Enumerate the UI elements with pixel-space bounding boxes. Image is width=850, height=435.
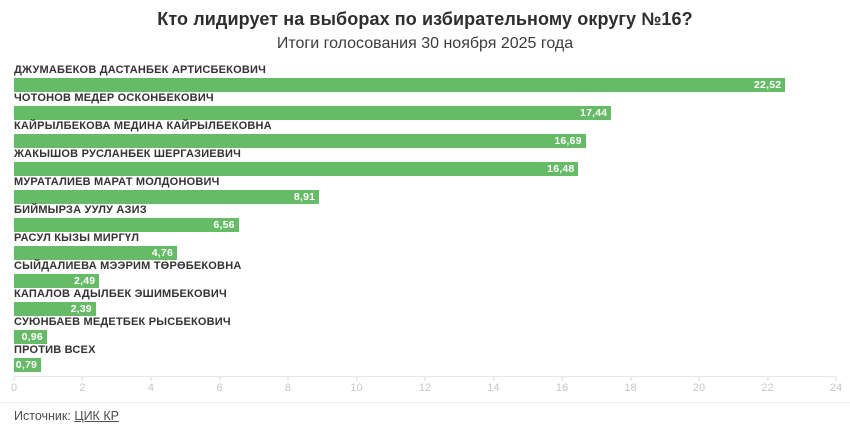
axis-tick-mark — [13, 377, 15, 381]
bar-track: 22,52 — [14, 78, 836, 92]
source-link[interactable]: ЦИК КР — [74, 409, 119, 423]
footer-divider — [0, 402, 850, 403]
result-bar: 0,96 — [14, 330, 47, 344]
axis-tick-mark — [767, 377, 768, 381]
bar-row: СЫЙДАЛИЕВА МЭЭРИМ ТӨРӨБЕКОВНА 2,49 — [14, 260, 836, 288]
bar-track: 2,49 — [14, 274, 836, 288]
bar-track: 16,69 — [14, 134, 836, 148]
bar-row: ДЖУМАБЕКОВ ДАСТАНБЕК АРТИСБЕКОВИЧ 22,52 — [14, 64, 836, 92]
bar-row: КАПАЛОВ АДЫЛБЕК ЭШИМБЕКОВИЧ 2,39 — [14, 288, 836, 316]
bar-value-label: 16,69 — [554, 135, 582, 147]
candidate-name-label: СУЮНБАЕВ МЕДЕТБЕК РЫСБЕКОВИЧ — [14, 316, 231, 328]
result-bar: 2,39 — [14, 302, 96, 316]
result-bar: 4,76 — [14, 246, 178, 260]
bar-row: МУРАТАЛИЕВ МАРАТ МОЛДОНОВИЧ 8,91 — [14, 176, 836, 204]
axis-tick-mark — [150, 377, 152, 381]
axis-tick-mark — [698, 377, 700, 381]
candidate-name-label: БИЙМЫРЗА УУЛУ АЗИЗ — [14, 204, 147, 216]
axis-tick-label: 6 — [216, 382, 223, 394]
candidate-name-label: КАЙРЫЛБЕКОВА МЕДИНА КАЙРЫЛБЕКОВНА — [14, 120, 272, 132]
bar-value-label: 2,49 — [74, 275, 96, 287]
bar-track: 0,96 — [14, 330, 836, 344]
result-bar: 8,91 — [14, 190, 320, 204]
candidate-name-label: ПРОТИВ ВСЕХ — [14, 344, 96, 356]
axis-tick-label: 2 — [79, 382, 86, 394]
bar-row: ЧОТОНОВ МЕДЕР ОСКОНБЕКОВИЧ 17,44 — [14, 92, 836, 120]
bar-track: 16,48 — [14, 162, 836, 176]
candidate-name-label: ЧОТОНОВ МЕДЕР ОСКОНБЕКОВИЧ — [14, 92, 214, 104]
candidate-name-label: СЫЙДАЛИЕВА МЭЭРИМ ТӨРӨБЕКОВНА — [14, 260, 242, 272]
bar-row: ЖАКЫШОВ РУСЛАНБЕК ШЕРГАЗИЕВИЧ 16,48 — [14, 148, 836, 176]
axis-tick-mark — [81, 377, 83, 381]
candidate-name-label: МУРАТАЛИЕВ МАРАТ МОЛДОНОВИЧ — [14, 176, 220, 188]
bar-row: БИЙМЫРЗА УУЛУ АЗИЗ 6,56 — [14, 204, 836, 232]
bar-track: 6,56 — [14, 218, 836, 232]
axis-tick-label: 8 — [284, 382, 292, 394]
chart-header: Кто лидирует на выборах по избирательном… — [14, 0, 836, 53]
bar-value-label: 16,48 — [547, 163, 575, 175]
axis-tick-label: 18 — [624, 382, 637, 394]
bar-row: КАЙРЫЛБЕКОВА МЕДИНА КАЙРЫЛБЕКОВНА 16,69 — [14, 120, 836, 148]
axis-tick-label: 12 — [418, 382, 432, 394]
bar-track: 2,39 — [14, 302, 836, 316]
chart-footer: Источник: ЦИК КР — [14, 403, 836, 423]
bar-track: 4,76 — [14, 246, 836, 260]
result-bar: 2,49 — [14, 274, 100, 288]
axis-tick-mark — [219, 377, 220, 381]
axis-tick-mark — [493, 377, 494, 381]
candidate-name-label: РАСУЛ КЫЗЫ МИРГҮЛ — [14, 232, 140, 244]
bar-value-label: 8,91 — [293, 191, 316, 203]
axis-tick-label: 10 — [350, 382, 363, 394]
result-bar: 16,48 — [14, 162, 579, 176]
axis-tick-label: 22 — [761, 382, 774, 394]
chart-title: Кто лидирует на выборах по избирательном… — [157, 9, 693, 29]
axis-tick-mark — [561, 377, 563, 381]
result-bar: 0,79 — [14, 358, 42, 372]
bar-value-label: 22,52 — [754, 79, 782, 91]
bar-track: 8,91 — [14, 190, 836, 204]
bar-value-label: 6,56 — [213, 219, 235, 231]
axis-tick-label: 16 — [555, 382, 569, 394]
axis-tick-label: 14 — [487, 382, 500, 394]
result-bar: 6,56 — [14, 218, 239, 232]
axis-tick-label: 20 — [692, 382, 706, 394]
axis-tick-mark — [287, 377, 289, 381]
bar-value-label: 17,44 — [580, 107, 608, 119]
axis-tick-label: 0 — [10, 382, 18, 394]
bar-rows: ДЖУМАБЕКОВ ДАСТАНБЕК АРТИСБЕКОВИЧ 22,52 … — [14, 64, 836, 372]
axis-tick-label: 4 — [147, 382, 155, 394]
x-axis: 0 2 4 6 8 10 12 14 16 18 20 22 24 — [10, 376, 842, 396]
candidate-name-label: ДЖУМАБЕКОВ ДАСТАНБЕК АРТИСБЕКОВИЧ — [14, 64, 267, 76]
candidate-name-label: КАПАЛОВ АДЫЛБЕК ЭШИМБЕКОВИЧ — [14, 288, 227, 300]
bar-value-label: 0,96 — [21, 331, 43, 343]
axis-tick-mark — [630, 377, 631, 381]
bar-row: ПРОТИВ ВСЕХ 0,79 — [14, 344, 836, 372]
bar-row: СУЮНБАЕВ МЕДЕТБЕК РЫСБЕКОВИЧ 0,96 — [14, 316, 836, 344]
bar-value-label: 2,39 — [70, 303, 92, 315]
result-bar: 16,69 — [14, 134, 586, 148]
axis-tick-mark — [356, 377, 357, 381]
candidate-name-label: ЖАКЫШОВ РУСЛАНБЕК ШЕРГАЗИЕВИЧ — [14, 148, 242, 160]
axis-tick-mark — [424, 377, 426, 381]
axis-tick-mark — [835, 377, 837, 381]
result-bar: 22,52 — [14, 78, 786, 92]
bar-value-label: 0,79 — [15, 359, 38, 371]
bar-track: 17,44 — [14, 106, 836, 120]
source-label: Источник: — [14, 409, 71, 423]
chart-subtitle: Итоги голосования 30 ноября 2025 года — [276, 35, 574, 52]
bar-value-label: 4,76 — [151, 247, 174, 259]
bar-row: РАСУЛ КЫЗЫ МИРГҮЛ 4,76 — [14, 232, 836, 260]
result-bar: 17,44 — [14, 106, 612, 120]
bar-track: 0,79 — [14, 358, 836, 372]
axis-tick-label: 24 — [829, 382, 843, 394]
